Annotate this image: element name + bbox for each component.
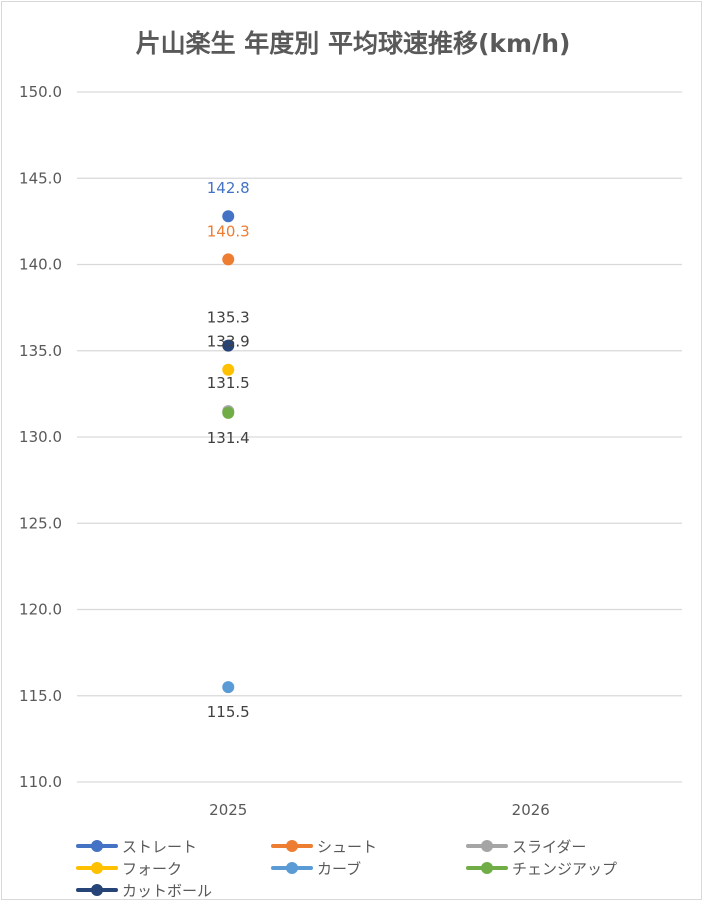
legend-label: フォーク (122, 859, 183, 878)
chart-legend: ストレート シュート スライダーフォーク カーブ チェンジアップカットボール (74, 835, 674, 901)
x-tick-label: 2026 (512, 801, 550, 819)
legend-marker-icon (269, 860, 315, 876)
legend-item: カーブ (269, 857, 464, 879)
y-tick-label: 135.0 (19, 342, 62, 360)
data-label: 131.5 (207, 374, 250, 392)
legend-item: フォーク (74, 857, 269, 879)
legend-label: ストレート (122, 837, 198, 856)
x-tick-label: 2025 (209, 801, 247, 819)
legend-item: チェンジアップ (464, 857, 664, 879)
y-tick-label: 140.0 (19, 256, 62, 274)
legend-marker-icon (464, 860, 510, 876)
data-point (222, 339, 235, 352)
data-point (222, 210, 235, 223)
data-point (222, 681, 235, 694)
y-tick-label: 115.0 (19, 687, 62, 705)
y-tick-label: 110.0 (19, 773, 62, 791)
y-axis-ticks: 150.0 145.0 140.0 135.0 130.0 125.0 120.0 115.0… (19, 83, 62, 791)
legend-marker-icon (74, 882, 120, 898)
data-point (222, 406, 235, 419)
data-labels: 142.8 140.3 131.5 133.9 115.5 131.4 135.3 (207, 179, 250, 721)
data-label: 142.8 (207, 179, 250, 197)
legend-label: シュート (317, 837, 378, 856)
chart-title: 片山楽生 年度別 平均球速推移(km/h) (136, 29, 571, 58)
data-label: 131.4 (207, 429, 250, 447)
data-label: 133.9 (207, 333, 250, 351)
y-tick-label: 145.0 (19, 169, 62, 187)
legend-label: チェンジアップ (512, 859, 618, 878)
legend-item: シュート (269, 835, 464, 857)
legend-marker-icon (74, 860, 120, 876)
data-label: 115.5 (207, 703, 250, 721)
legend-label: カットボール (122, 881, 213, 900)
y-tick-label: 120.0 (19, 601, 62, 619)
x-axis-ticks: 2025 2026 (209, 801, 550, 819)
data-point (222, 363, 235, 376)
legend-item: スライダー (464, 835, 664, 857)
gridlines (77, 91, 682, 783)
data-label: 135.3 (207, 309, 250, 327)
data-points (222, 210, 235, 694)
legend-marker-icon (269, 838, 315, 854)
data-point (222, 253, 235, 266)
legend-label: スライダー (512, 837, 587, 856)
y-tick-label: 130.0 (19, 428, 62, 446)
legend-item: ストレート (74, 835, 269, 857)
legend-item: カットボール (74, 879, 269, 901)
legend-marker-icon (464, 838, 510, 854)
data-label: 140.3 (207, 222, 250, 240)
y-tick-label: 125.0 (19, 514, 62, 532)
y-tick-label: 150.0 (19, 83, 62, 101)
legend-marker-icon (74, 838, 120, 854)
legend-label: カーブ (317, 859, 362, 878)
